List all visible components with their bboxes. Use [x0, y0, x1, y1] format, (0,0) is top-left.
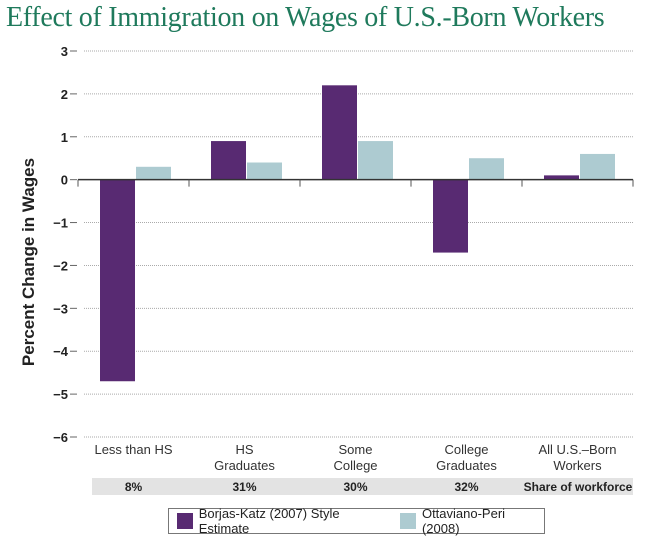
y-tick-label: −3 — [53, 301, 68, 316]
bar — [358, 141, 393, 180]
x-tick-label-line: Workers — [553, 458, 602, 473]
bar — [322, 85, 357, 180]
x-tick-label: HS Graduates — [189, 442, 300, 474]
bar-chart: 3 2 1 0 −1 −2 −3 −4 −5 −6 — [53, 44, 634, 442]
y-tick-label: 1 — [61, 130, 68, 145]
x-tick-label: Some College — [300, 442, 411, 474]
legend-label: Borjas-Katz (2007) Style Estimate — [198, 506, 340, 536]
legend-label: Ottaviano-Peri (2008) — [421, 506, 506, 536]
y-axis-label: Percent Change in Wages — [19, 157, 38, 367]
share-value: 31% — [232, 480, 257, 494]
y-tick-label: 0 — [61, 173, 68, 188]
x-tick-label-line: Graduates — [436, 458, 497, 473]
y-tick-label: 2 — [61, 87, 68, 102]
y-tick-label: −5 — [53, 387, 68, 402]
x-tick-label: Less than HS — [78, 442, 189, 458]
bar — [580, 153, 615, 180]
y-tick-label: −6 — [53, 430, 68, 442]
x-tick-label-line: College — [333, 458, 378, 473]
x-tick-label-line: Graduates — [214, 458, 275, 473]
legend: Borjas-Katz (2007) Style Estimate Ottavi… — [168, 506, 545, 536]
bar — [433, 179, 468, 253]
bar — [544, 175, 579, 180]
legend-swatch-borjas — [177, 513, 193, 529]
share-of-workforce-bar — [92, 478, 633, 495]
x-tick-label: All U.S.–Born Workers — [522, 442, 633, 474]
x-tick-label-line: College — [444, 442, 489, 457]
x-tick-label-line: HS — [235, 442, 254, 457]
y-tick-label: 3 — [61, 44, 68, 59]
bar — [100, 179, 135, 382]
bar — [469, 158, 504, 180]
share-value: 8% — [124, 480, 143, 494]
y-tick-label: −1 — [53, 216, 68, 231]
x-tick-label-line: Some — [338, 442, 373, 457]
bar — [211, 141, 246, 180]
bar — [247, 162, 282, 180]
share-label: Share of workforce — [523, 480, 633, 494]
y-tick-label: −4 — [53, 344, 69, 359]
share-value: 32% — [454, 480, 479, 494]
y-tick-label: −2 — [53, 258, 68, 273]
x-tick-label-line: Less than HS — [94, 442, 173, 457]
legend-swatch-ottaviano — [400, 513, 416, 529]
bar — [136, 166, 171, 180]
share-value: 30% — [343, 480, 368, 494]
x-tick-label: College Graduates — [411, 442, 522, 474]
x-tick-label-line: All U.S.–Born — [538, 442, 617, 457]
chart-title: Effect of Immigration on Wages of U.S.-B… — [6, 2, 605, 33]
